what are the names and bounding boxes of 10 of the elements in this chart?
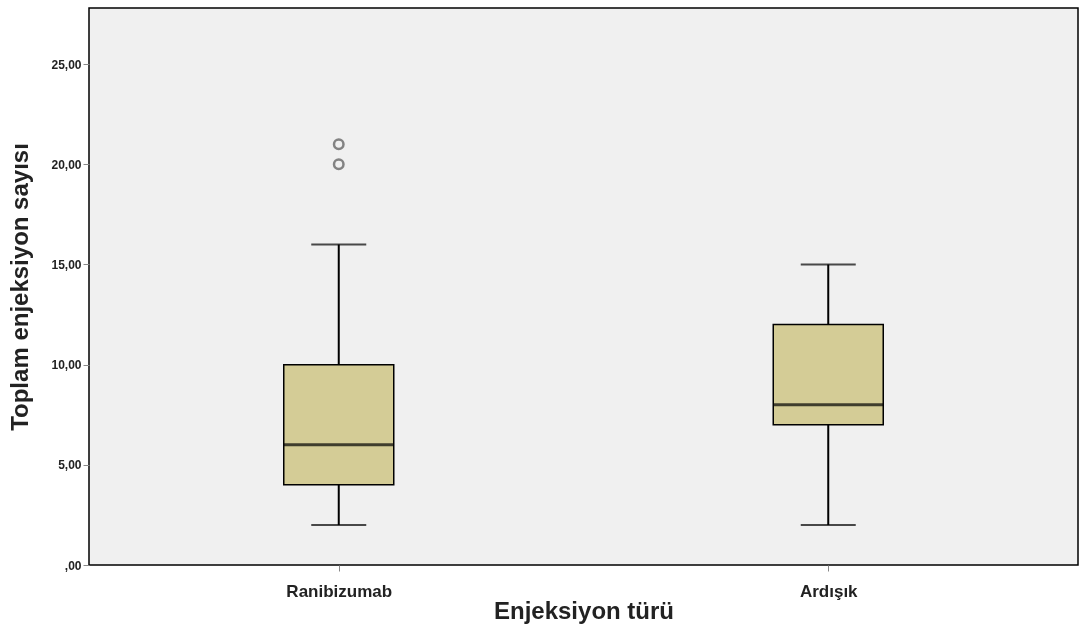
y-tick-label: 15,00 bbox=[51, 257, 82, 272]
y-tick-label: 10,00 bbox=[51, 358, 82, 373]
x-tick-label: Ardışık bbox=[799, 581, 859, 601]
y-tick-label: 25,00 bbox=[51, 57, 82, 72]
x-axis-title: Enjeksiyon türü bbox=[493, 596, 675, 624]
y-tick-label: ,00 bbox=[64, 558, 82, 573]
x-tick-label: Ranibizumab bbox=[286, 581, 393, 601]
y-tick-label: 20,00 bbox=[51, 157, 82, 172]
y-tick-label: 5,00 bbox=[58, 458, 82, 473]
y-axis-title: Toplam enjeksiyon sayısı bbox=[6, 143, 34, 431]
